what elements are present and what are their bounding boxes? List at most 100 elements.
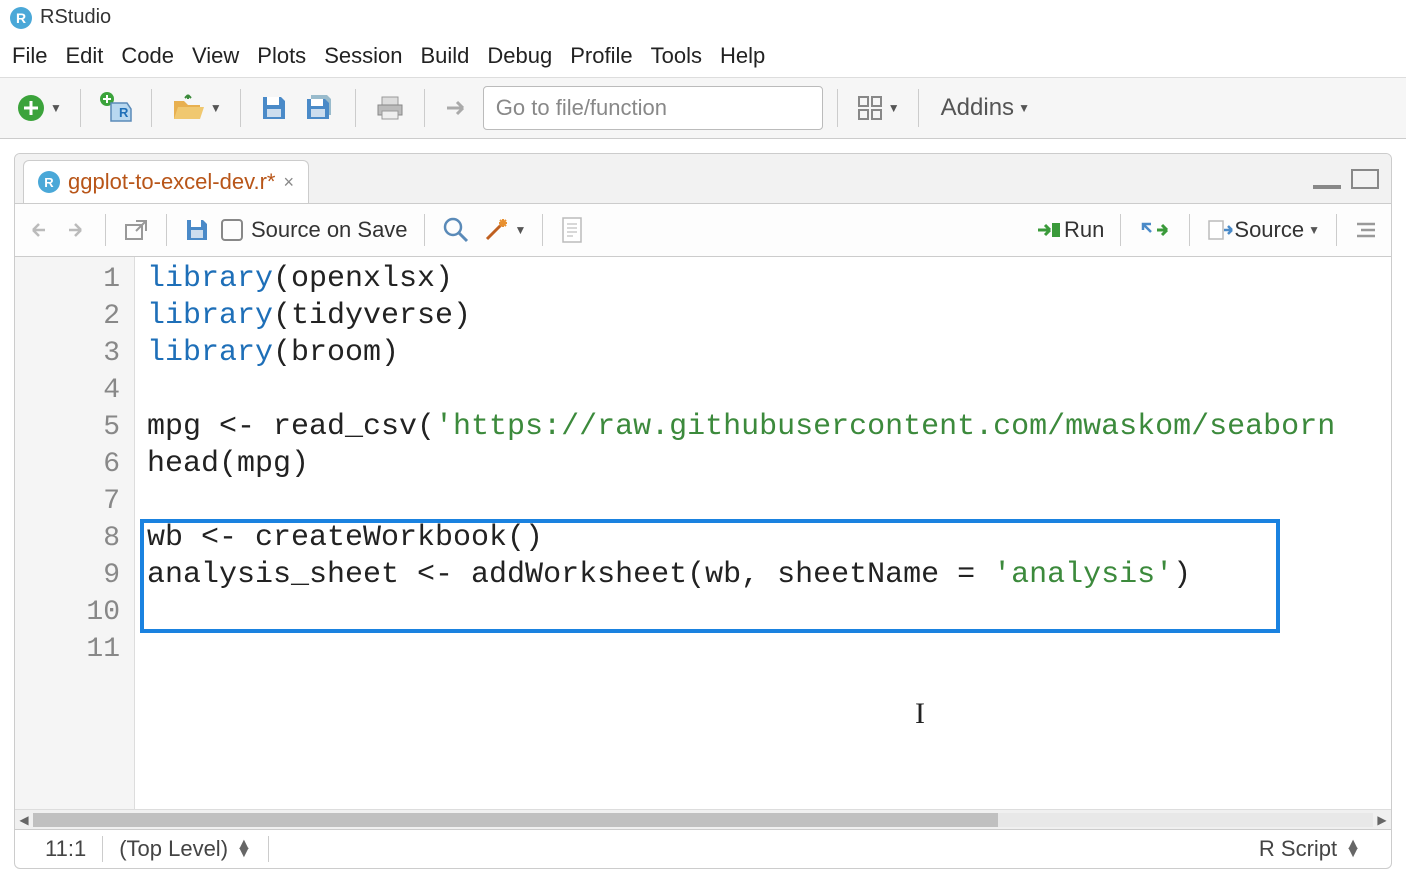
goto-file-input[interactable]: Go to file/function: [483, 86, 823, 130]
code-line[interactable]: mpg <- read_csv('https://raw.githubuserc…: [147, 409, 1391, 446]
code-line[interactable]: library(openxlsx): [147, 261, 1391, 298]
print-button[interactable]: [370, 89, 410, 127]
rerun-button[interactable]: [1137, 212, 1173, 248]
code-content[interactable]: library(openxlsx)library(tidyverse)libra…: [135, 257, 1391, 809]
goto-placeholder: Go to file/function: [496, 95, 667, 121]
code-line[interactable]: [147, 483, 1391, 520]
separator: [80, 89, 81, 127]
close-icon[interactable]: ×: [283, 172, 294, 193]
nav-back-button[interactable]: [27, 212, 53, 248]
grid-icon: [856, 94, 884, 122]
text-cursor-icon: I: [915, 697, 925, 731]
run-button[interactable]: Run: [1034, 212, 1104, 248]
code-line[interactable]: library(broom): [147, 335, 1391, 372]
chevron-down-icon: ▼: [1308, 223, 1320, 237]
checkbox-icon: [221, 219, 243, 241]
save-all-icon: [303, 93, 337, 123]
outline-icon: [1353, 218, 1379, 242]
tab-bar: R ggplot-to-excel-dev.r* ×: [15, 154, 1391, 204]
minimize-icon[interactable]: [1313, 169, 1341, 189]
separator: [424, 214, 425, 246]
line-number: 4: [15, 372, 120, 409]
scroll-thumb[interactable]: [33, 813, 998, 827]
separator: [837, 89, 838, 127]
cursor-position[interactable]: 11:1: [29, 836, 103, 862]
run-label: Run: [1064, 217, 1104, 243]
new-file-button[interactable]: ▼: [12, 89, 66, 127]
code-line[interactable]: [147, 372, 1391, 409]
chevron-down-icon: ▼: [1018, 101, 1030, 115]
line-number: 11: [15, 631, 120, 668]
grid-view-button[interactable]: ▼: [852, 89, 904, 127]
menu-view[interactable]: View: [192, 43, 239, 69]
file-type-selector[interactable]: R Script ▲▼: [1243, 836, 1377, 862]
code-token: (tidyverse): [273, 299, 471, 333]
line-number: 2: [15, 298, 120, 335]
code-line[interactable]: wb <- createWorkbook(): [147, 520, 1391, 557]
source-label: Source: [1234, 217, 1304, 243]
code-token: (openxlsx): [273, 262, 453, 296]
save-button[interactable]: [255, 89, 293, 127]
find-button[interactable]: [441, 212, 471, 248]
file-tab[interactable]: R ggplot-to-excel-dev.r* ×: [23, 160, 309, 203]
arrow-right-icon: [443, 95, 473, 121]
scroll-left-icon[interactable]: ◀: [15, 813, 33, 827]
new-project-button[interactable]: R: [95, 89, 137, 127]
code-token: (broom): [273, 336, 399, 370]
menu-file[interactable]: File: [12, 43, 47, 69]
scroll-right-icon[interactable]: ▶: [1373, 813, 1391, 827]
menu-edit[interactable]: Edit: [65, 43, 103, 69]
line-number: 5: [15, 409, 120, 446]
code-token: head(mpg): [147, 447, 309, 481]
source-button[interactable]: Source ▼: [1206, 212, 1320, 248]
code-line[interactable]: head(mpg): [147, 446, 1391, 483]
horizontal-scrollbar[interactable]: ◀ ▶: [15, 809, 1391, 829]
code-tools-button[interactable]: ▼: [481, 212, 527, 248]
popout-icon: [122, 217, 150, 243]
source-on-save-toggle[interactable]: Source on Save: [221, 212, 408, 248]
code-token: library: [147, 299, 273, 333]
scroll-track[interactable]: [33, 813, 1373, 827]
line-number: 10: [15, 594, 120, 631]
menu-profile[interactable]: Profile: [570, 43, 632, 69]
tab-window-controls: [1313, 169, 1379, 189]
outline-button[interactable]: [1353, 212, 1379, 248]
editor-toolbar: Source on Save ▼ Run Source ▼: [15, 204, 1391, 257]
tab-filename: ggplot-to-excel-dev.r*: [68, 169, 275, 195]
menu-plots[interactable]: Plots: [257, 43, 306, 69]
print-icon: [374, 93, 406, 123]
nav-forward-button[interactable]: [63, 212, 89, 248]
maximize-icon[interactable]: [1351, 169, 1379, 189]
compile-report-button[interactable]: [559, 212, 585, 248]
code-line[interactable]: analysis_sheet <- addWorksheet(wb, sheet…: [147, 557, 1391, 594]
app-title: RStudio: [40, 6, 111, 29]
menu-code[interactable]: Code: [121, 43, 174, 69]
open-file-button[interactable]: ▼: [166, 89, 226, 127]
code-token: ): [1173, 558, 1191, 592]
code-token: analysis_sheet <- addWorksheet(wb, sheet…: [147, 558, 993, 592]
save-icon: [259, 93, 289, 123]
addins-button[interactable]: Addins ▼: [933, 89, 1034, 127]
menu-debug[interactable]: Debug: [487, 43, 552, 69]
save-all-button[interactable]: [299, 89, 341, 127]
menu-session[interactable]: Session: [324, 43, 402, 69]
separator: [105, 214, 106, 246]
show-in-new-window-button[interactable]: [122, 212, 150, 248]
menu-build[interactable]: Build: [420, 43, 469, 69]
line-number: 1: [15, 261, 120, 298]
code-line[interactable]: library(tidyverse): [147, 298, 1391, 335]
title-bar: R RStudio: [0, 0, 1406, 35]
save-file-button[interactable]: [183, 212, 211, 248]
code-editor[interactable]: 1234567891011 library(openxlsx)library(t…: [15, 257, 1391, 809]
code-token: library: [147, 336, 273, 370]
menu-tools[interactable]: Tools: [651, 43, 702, 69]
line-gutter: 1234567891011: [15, 257, 135, 809]
folder-open-icon: [170, 93, 206, 123]
menu-help[interactable]: Help: [720, 43, 765, 69]
status-bar: 11:1 (Top Level) ▲▼ R Script ▲▼: [15, 829, 1391, 868]
code-line[interactable]: [147, 631, 1391, 668]
wand-icon: [481, 215, 511, 245]
code-token: 'analysis': [993, 558, 1173, 592]
code-line[interactable]: [147, 594, 1391, 631]
scope-selector[interactable]: (Top Level) ▲▼: [103, 836, 269, 862]
